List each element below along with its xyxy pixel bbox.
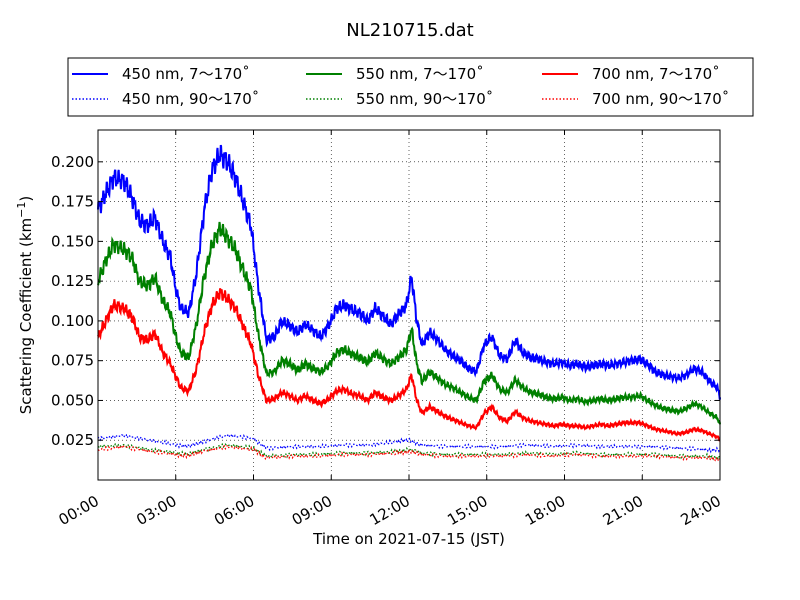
y-tick-label: 0.075 <box>51 352 94 370</box>
y-axis-ticks: 0.025 0.050 0.075 0.100 0.125 0.150 0.175 0.200 <box>51 153 720 449</box>
x-axis-ticks: 00:00 03:00 06:00 09:00 12:00 15:00 18:00 21:00… <box>56 130 724 529</box>
x-tick-label: 15:00 <box>444 492 490 529</box>
x-tick-label: 09:00 <box>289 492 335 529</box>
y-axis-label-end: ) <box>17 196 35 202</box>
legend-label: 550 nm, 7～170˚ <box>356 65 484 83</box>
legend-label: 450 nm, 90～170˚ <box>122 90 259 108</box>
series-line-700-nm-90-170 <box>97 443 721 463</box>
x-tick-label: 03:00 <box>133 492 179 529</box>
x-axis-label: Time on 2021-07-15 (JST) <box>312 530 505 548</box>
legend-box <box>67 57 754 117</box>
series-line-550-nm-7-170 <box>97 221 721 425</box>
chart-title: NL210715.dat <box>346 20 473 41</box>
legend-label: 450 nm, 7～170˚ <box>122 65 250 83</box>
y-tick-label: 0.175 <box>51 193 94 211</box>
x-tick-label: 21:00 <box>600 492 646 529</box>
x-tick-label: 18:00 <box>522 492 568 529</box>
x-tick-label: 00:00 <box>56 492 102 529</box>
legend-label: 700 nm, 7～170˚ <box>592 65 720 83</box>
y-tick-label: 0.050 <box>51 391 94 409</box>
legend-label: 700 nm, 90～170˚ <box>592 90 729 108</box>
y-axis-label-main: Scattering Coefficient (km <box>17 218 35 414</box>
y-axis-label-sup: −1 <box>15 202 28 218</box>
legend-label: 550 nm, 90～170˚ <box>356 90 493 108</box>
chart-legend: 450 nm, 7～170˚ 550 nm, 7～170˚ 700 nm, 7～17… <box>67 57 754 117</box>
y-tick-label: 0.150 <box>51 232 94 250</box>
y-tick-label: 0.100 <box>51 312 94 330</box>
x-tick-label: 12:00 <box>367 492 413 529</box>
y-axis-label: Scattering Coefficient (km−1) <box>15 196 35 415</box>
series-line-450-nm-90-170 <box>97 432 721 454</box>
series-line-450-nm-7-170 <box>97 144 721 400</box>
y-tick-label: 0.025 <box>51 431 94 449</box>
x-tick-label: 24:00 <box>678 492 724 529</box>
series-layer <box>97 144 721 463</box>
y-tick-label: 0.125 <box>51 272 94 290</box>
x-tick-label: 06:00 <box>211 492 257 529</box>
y-tick-label: 0.200 <box>51 153 94 171</box>
series-line-700-nm-7-170 <box>97 288 721 442</box>
